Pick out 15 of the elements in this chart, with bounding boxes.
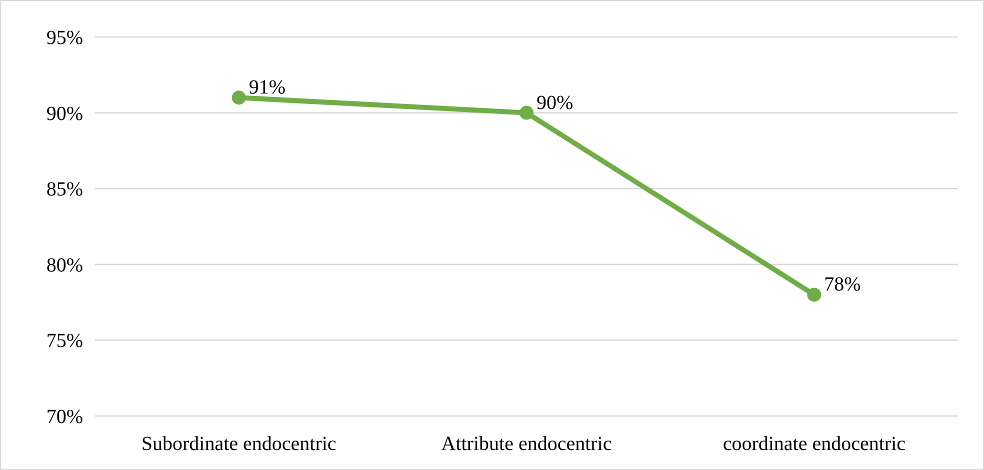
x-tick-label: coordinate endocentric [722, 433, 906, 455]
x-tick-label: Subordinate endocentric [141, 433, 336, 455]
data-label: 91% [248, 76, 286, 99]
data-label: 90% [536, 92, 574, 114]
data-label: 78% [824, 274, 861, 296]
x-tick-label: Attribute endocentric [441, 433, 612, 455]
y-tick-label: 80% [46, 254, 83, 276]
y-tick-label: 70% [46, 406, 83, 428]
point [520, 106, 534, 120]
point [232, 90, 246, 105]
y-tick-label: 90% [46, 102, 83, 125]
y-tick-label: 95% [46, 27, 83, 49]
y-tick-label: 85% [46, 178, 83, 201]
y-tick-label: 75% [46, 330, 83, 352]
point [807, 288, 822, 302]
